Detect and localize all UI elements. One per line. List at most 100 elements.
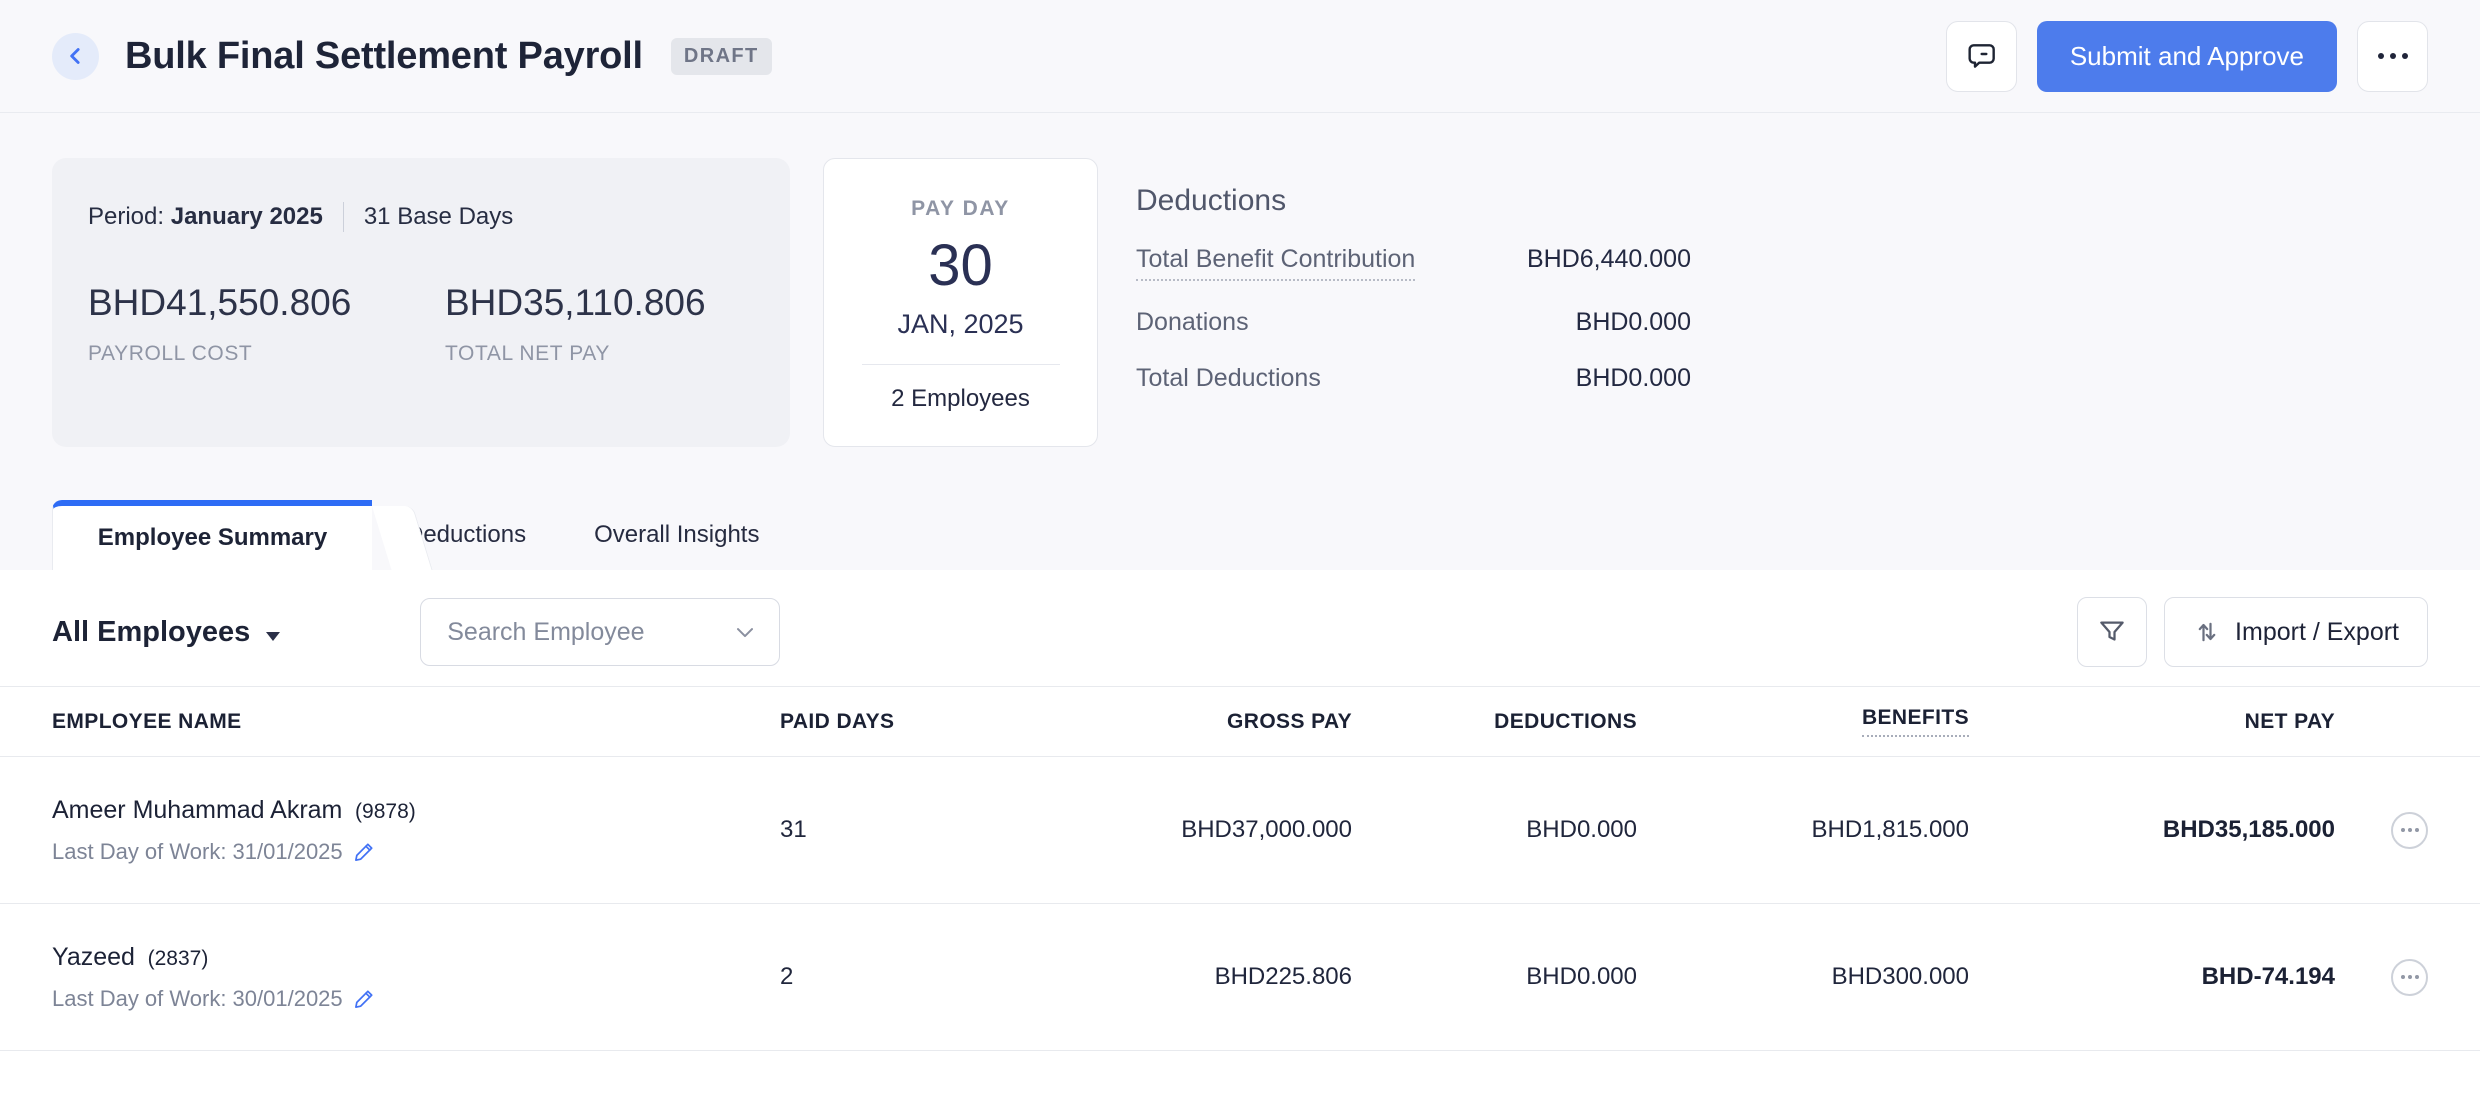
- row-actions: [2335, 811, 2428, 849]
- funnel-icon: [2097, 617, 2127, 647]
- pay-day-month-year: JAN, 2025: [897, 309, 1024, 339]
- deductions-cell: BHD0.000: [1526, 963, 1637, 990]
- chevron-down-icon: [731, 618, 759, 646]
- period-card: Period: January 2025 31 Base Days BHD41,…: [52, 158, 790, 447]
- total-net-pay-amount: BHD35,110.806: [445, 282, 706, 323]
- toolbar-right: Import / Export: [2077, 597, 2428, 667]
- deductions-summary: Deductions Total Benefit Contribution BH…: [1136, 158, 1691, 393]
- total-benefit-contribution-value: BHD6,440.000: [1526, 245, 1691, 273]
- total-net-pay-label: TOTAL NET PAY: [445, 342, 610, 365]
- more-actions-button[interactable]: [2357, 20, 2428, 92]
- donations-value: BHD0.000: [1575, 308, 1691, 336]
- back-button[interactable]: [52, 32, 99, 80]
- employee-cell: Ameer Muhammad Akram (9878) Last Day of …: [52, 796, 752, 865]
- deductions-rows: Total Benefit Contribution BHD6,440.000 …: [1136, 245, 1691, 393]
- comments-button[interactable]: [1945, 20, 2017, 92]
- summary-section: Period: January 2025 31 Base Days BHD41,…: [0, 113, 2480, 447]
- row-more-button[interactable]: [2391, 958, 2428, 996]
- tab-content: All Employees Search Employee: [0, 570, 2480, 1120]
- tab-bar: Employee Summary Deductions Overall Insi…: [0, 500, 2480, 570]
- total-benefit-contribution-label[interactable]: Total Benefit Contribution: [1136, 245, 1416, 281]
- employee-name: Ameer Muhammad Akram: [52, 795, 343, 824]
- page-header: Bulk Final Settlement Payroll DRAFT Subm…: [0, 0, 2480, 113]
- total-deductions-label: Total Deductions: [1136, 364, 1321, 392]
- tab-employee-summary[interactable]: Employee Summary: [52, 500, 372, 570]
- import-export-button[interactable]: Import / Export: [2164, 597, 2428, 667]
- pay-day-divider: [861, 364, 1060, 365]
- deduction-row: Total Benefit Contribution BHD6,440.000: [1136, 245, 1691, 281]
- employee-filter-dropdown[interactable]: All Employees: [52, 615, 281, 649]
- total-deductions-value: BHD0.000: [1575, 364, 1691, 392]
- last-day-of-work: Last Day of Work: 30/01/2025: [52, 986, 752, 1012]
- speech-bubble-icon: [1965, 40, 1997, 72]
- table-row: Ameer Muhammad Akram (9878) Last Day of …: [0, 757, 2480, 904]
- swap-vertical-arrows-icon: [2193, 618, 2221, 646]
- search-employee-select[interactable]: Search Employee: [420, 598, 781, 666]
- payroll-cost-amount: BHD41,550.806: [88, 282, 352, 323]
- column-header-paid-days: PAID DAYS: [780, 709, 895, 733]
- deductions-title: Deductions: [1136, 184, 1287, 217]
- base-days: 31 Base Days: [363, 203, 514, 230]
- tab-deductions[interactable]: Deductions: [372, 500, 560, 570]
- pencil-icon: [353, 987, 376, 1010]
- row-actions: [2335, 958, 2428, 996]
- paid-days-cell: 31: [780, 816, 807, 843]
- period-label: Period: January 2025: [88, 203, 323, 230]
- search-placeholder: Search Employee: [447, 617, 645, 646]
- pay-day-date: 30: [928, 233, 993, 298]
- pencil-icon: [353, 840, 376, 863]
- period-value: January 2025: [170, 203, 323, 230]
- employee-table: EMPLOYEE NAME PAID DAYS GROSS PAY DEDUCT…: [0, 686, 2480, 1051]
- employee-name-line: Ameer Muhammad Akram (9878): [52, 796, 752, 825]
- row-more-button[interactable]: [2391, 811, 2428, 849]
- last-day-of-work: Last Day of Work: 31/01/2025: [52, 839, 752, 865]
- column-header-deductions: DEDUCTIONS: [1494, 709, 1637, 733]
- tab-overall-insights[interactable]: Overall Insights: [560, 500, 793, 570]
- employee-cell: Yazeed (2837) Last Day of Work: 30/01/20…: [52, 943, 752, 1012]
- filter-button[interactable]: [2077, 597, 2148, 667]
- paid-days-cell: 2: [780, 963, 794, 990]
- net-pay-cell: BHD35,185.000: [2162, 816, 2335, 843]
- pay-day-label: PAY DAY: [911, 197, 1010, 220]
- edit-last-day-button[interactable]: [353, 987, 376, 1010]
- net-pay-cell: BHD-74.194: [2201, 963, 2335, 990]
- employee-count: 2 Employees: [891, 385, 1030, 412]
- payroll-cost-label: PAYROLL COST: [88, 342, 253, 365]
- deduction-row: Total Deductions BHD0.000: [1136, 364, 1691, 393]
- deductions-cell: BHD0.000: [1526, 816, 1637, 843]
- ellipsis-icon: [2377, 53, 2408, 59]
- vertical-divider: [342, 202, 344, 232]
- column-header-net-pay: NET PAY: [2244, 709, 2335, 733]
- benefits-cell: BHD1,815.000: [1811, 816, 1969, 843]
- total-net-pay-block: BHD35,110.806 TOTAL NET PAY: [445, 282, 706, 366]
- column-header-benefits: BENEFITS: [1637, 706, 1969, 737]
- toolbar: All Employees Search Employee: [52, 597, 2428, 667]
- import-export-label: Import / Export: [2235, 617, 2399, 646]
- gross-pay-cell: BHD225.806: [1214, 963, 1352, 990]
- deduction-row: Donations BHD0.000: [1136, 308, 1691, 337]
- tab-label: Employee Summary: [97, 524, 328, 551]
- benefits-header-tooltip-label[interactable]: BENEFITS: [1861, 706, 1969, 737]
- submit-and-approve-button[interactable]: Submit and Approve: [2036, 20, 2337, 92]
- table-row: Yazeed (2837) Last Day of Work: 30/01/20…: [0, 904, 2480, 1051]
- employee-id: (2837): [147, 946, 209, 970]
- employee-id: (9878): [355, 799, 416, 823]
- employee-name-line: Yazeed (2837): [52, 943, 752, 972]
- table-header-row: EMPLOYEE NAME PAID DAYS GROSS PAY DEDUCT…: [0, 686, 2480, 757]
- caret-down-icon: [266, 631, 281, 641]
- period-line: Period: January 2025 31 Base Days: [88, 202, 754, 232]
- header-left: Bulk Final Settlement Payroll DRAFT: [52, 32, 772, 80]
- header-actions: Submit and Approve: [1945, 20, 2428, 92]
- payroll-cost-block: BHD41,550.806 PAYROLL COST: [88, 282, 445, 366]
- column-header-employee-name: EMPLOYEE NAME: [52, 709, 242, 733]
- chevron-left-icon: [63, 43, 89, 69]
- donations-label: Donations: [1136, 308, 1249, 336]
- status-badge: DRAFT: [670, 37, 772, 75]
- employee-name: Yazeed: [52, 942, 135, 971]
- edit-last-day-button[interactable]: [353, 840, 376, 863]
- page-title: Bulk Final Settlement Payroll: [125, 34, 643, 77]
- employee-filter-label: All Employees: [52, 615, 251, 648]
- pay-day-card: PAY DAY 30 JAN, 2025 2 Employees: [823, 158, 1098, 447]
- gross-pay-cell: BHD37,000.000: [1181, 816, 1352, 843]
